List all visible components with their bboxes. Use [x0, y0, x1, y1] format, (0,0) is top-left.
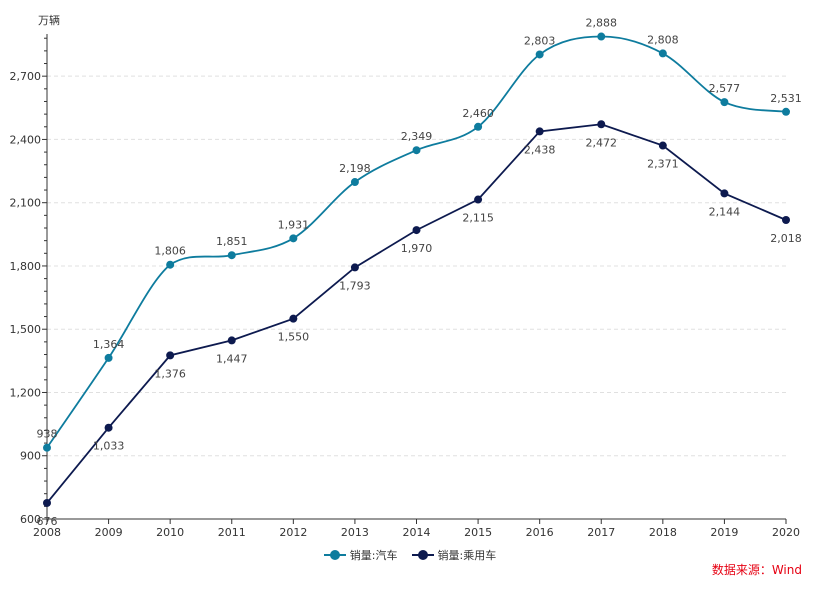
series-1-point	[782, 107, 790, 116]
series-1-line	[46, 35, 787, 449]
series-layer	[43, 32, 790, 507]
series-2-data-label: 1,033	[93, 440, 125, 453]
y-tick-label: 2,100	[10, 197, 42, 210]
series-2-data-label: 2,371	[647, 158, 679, 171]
series-1-point	[43, 443, 51, 452]
series-2-point	[658, 141, 667, 150]
series-1-point	[166, 260, 175, 269]
x-tick-label: 2013	[341, 526, 369, 539]
x-tick-label: 2009	[95, 526, 123, 539]
series-2-data-label: 1,793	[339, 279, 371, 292]
series-1-point	[535, 50, 544, 59]
legend-swatch-series-1	[323, 550, 346, 560]
series-2-point	[720, 189, 729, 198]
legend-label-series-2: 销量:乘用车	[437, 549, 497, 562]
legend-label-series-1: 销量:汽车	[349, 549, 398, 562]
series-2-point	[412, 226, 421, 235]
x-tick-label: 2020	[772, 526, 800, 539]
y-tick-label: 2,700	[10, 70, 42, 83]
series-1-data-label: 2,531	[770, 92, 802, 105]
y-tick-label: 600	[20, 513, 41, 526]
series-2-data-label: 2,018	[770, 232, 802, 245]
series-1-data-label: 2,349	[401, 130, 433, 143]
x-tick-label: 2016	[526, 526, 554, 539]
series-1-data-label: 1,851	[216, 235, 248, 248]
legend-item-series-1[interactable]: 销量:汽车	[323, 546, 398, 564]
series-2-point	[535, 127, 544, 136]
series-2-line	[46, 123, 787, 504]
series-2-point	[289, 314, 298, 323]
series-1-point	[597, 32, 606, 41]
series-1-data-label: 2,198	[339, 162, 371, 175]
y-tick-label: 1,200	[10, 386, 42, 399]
data-labels: 938 1,364 1,806 1,851 1,931 2,198 2,349 2,460 2,…	[37, 17, 802, 528]
legend: 销量:汽车 销量:乘用车	[0, 546, 820, 564]
x-tick-label: 2018	[649, 526, 677, 539]
series-2-point	[104, 423, 113, 432]
x-tick-label: 2010	[156, 526, 184, 539]
series-2-data-label: 2,438	[524, 143, 556, 156]
series-2-data-label: 1,970	[401, 242, 433, 255]
series-1-data-label: 2,803	[524, 34, 556, 47]
series-1-point	[289, 234, 298, 243]
series-2-data-label: 1,550	[278, 331, 310, 344]
series-2-data-label: 1,447	[216, 352, 248, 365]
series-2-data-label: 1,376	[154, 367, 186, 380]
x-tick-label: 2008	[33, 526, 61, 539]
series-1-data-label: 2,577	[709, 82, 741, 95]
series-1-data-label: 1,364	[93, 338, 125, 351]
x-tick-label: 2011	[218, 526, 246, 539]
series-1-point	[227, 251, 236, 260]
series-2-point	[166, 351, 175, 360]
y-tick-label: 1,800	[10, 260, 42, 273]
series-2-point	[227, 336, 236, 345]
series-2-data-label: 2,144	[709, 205, 741, 218]
axes: 600 900 1,200 1,500 1,800 2,100 2,400 2,700 2008…	[10, 34, 800, 539]
y-unit-label: 万辆	[38, 13, 60, 27]
series-1-data-label: 2,888	[586, 17, 618, 30]
series-1-data-label: 938	[37, 428, 58, 441]
x-tick-label: 2017	[587, 526, 615, 539]
series-1-data-label: 1,931	[278, 218, 310, 231]
series-1-point	[412, 146, 421, 155]
series-2-point	[474, 195, 483, 204]
series-2-point	[43, 498, 51, 507]
y-tick-label: 1,500	[10, 323, 42, 336]
series-1-point	[474, 122, 483, 131]
legend-swatch-series-2	[411, 550, 434, 560]
data-source-note: 数据来源：Wind	[711, 563, 802, 577]
x-tick-label: 2019	[710, 526, 738, 539]
x-tick-label: 2015	[464, 526, 492, 539]
legend-item-series-2[interactable]: 销量:乘用车	[411, 546, 497, 564]
series-1-point	[658, 49, 667, 58]
series-1-point	[350, 178, 359, 187]
series-1-data-label: 2,808	[647, 33, 679, 46]
x-tick-label: 2012	[279, 526, 307, 539]
series-1-point	[104, 353, 113, 362]
series-1-point	[720, 98, 729, 107]
series-2-data-label: 676	[37, 515, 58, 528]
y-tick-label: 2,400	[10, 133, 42, 146]
series-1-data-label: 2,460	[462, 107, 494, 120]
series-2-data-label: 2,115	[462, 212, 494, 225]
series-2-point	[350, 263, 359, 272]
series-2-point	[782, 215, 790, 224]
y-tick-label: 900	[20, 450, 41, 463]
series-2-point	[597, 120, 606, 129]
series-2-data-label: 2,472	[586, 136, 618, 149]
series-1-data-label: 1,806	[154, 245, 186, 258]
x-tick-label: 2014	[403, 526, 431, 539]
